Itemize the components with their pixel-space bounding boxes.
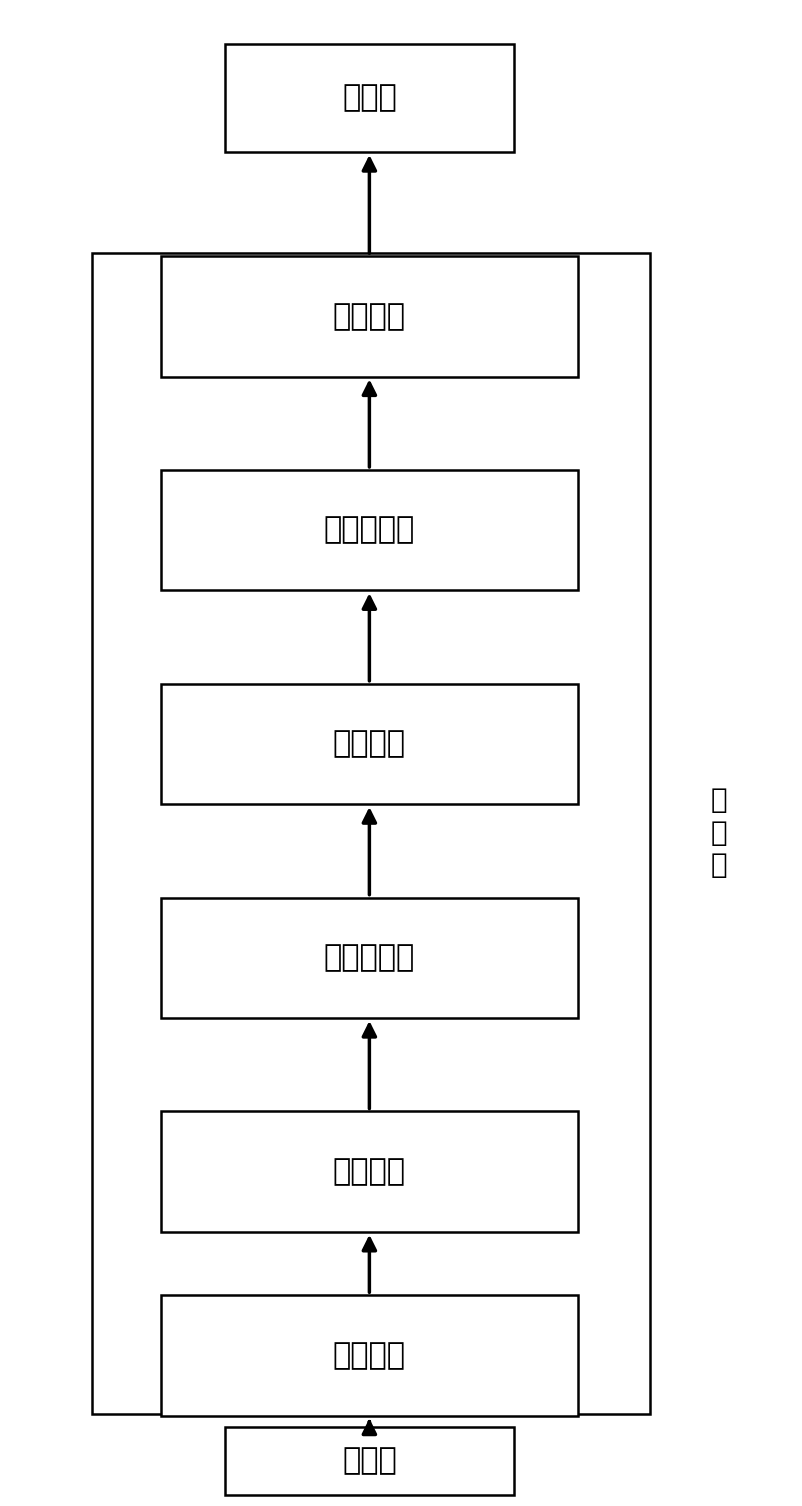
Bar [225,44,513,152]
Text: 随机失活层: 随机失活层 [323,943,415,973]
Bar [160,898,577,1018]
Text: 输入层: 输入层 [342,1446,396,1476]
Bar [160,470,577,590]
Bar [225,1428,513,1494]
Text: 隱
含
层: 隱 含 层 [710,786,726,880]
Text: 输出层: 输出层 [342,83,396,113]
Text: 全连接层: 全连接层 [333,301,405,331]
Text: 随机失活层: 随机失活层 [323,515,415,545]
Text: 全连接层: 全连接层 [333,729,405,759]
Text: 全连接层: 全连接层 [333,1340,405,1370]
Bar [160,1295,577,1416]
Bar [160,256,577,376]
Bar [160,1111,577,1232]
Bar [160,684,577,804]
Bar [92,253,650,1414]
Text: 全连接层: 全连接层 [333,1157,405,1187]
